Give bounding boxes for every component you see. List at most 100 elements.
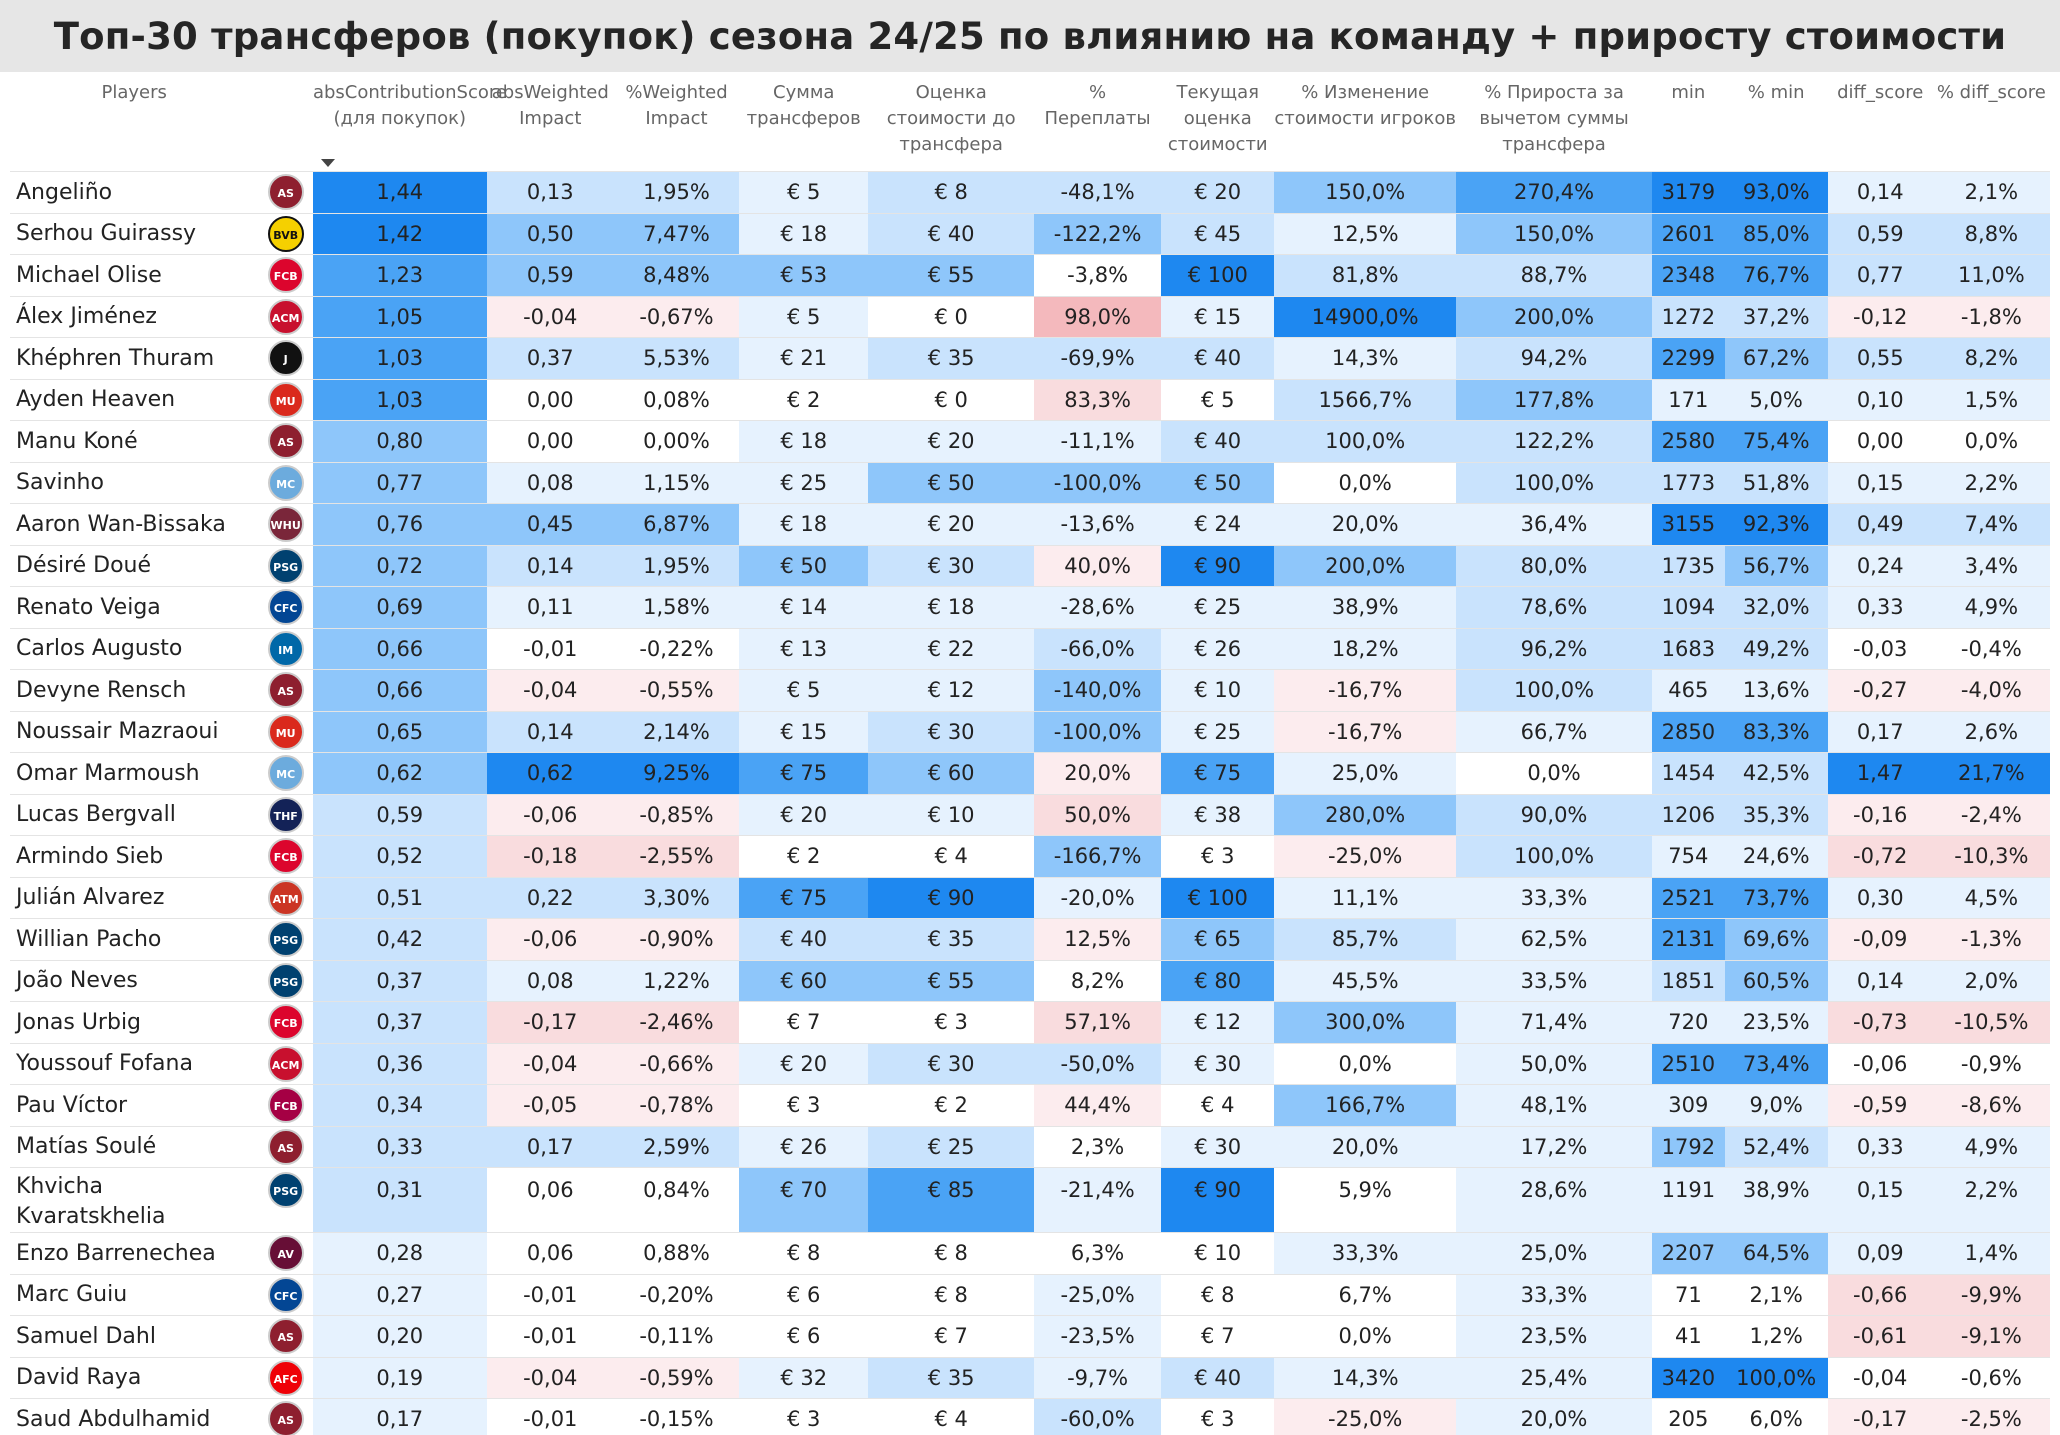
cell-10: 3155 xyxy=(1651,503,1725,545)
cell-11: 13,6% xyxy=(1724,669,1828,711)
cell-8: 150,0% xyxy=(1274,171,1457,213)
table-row[interactable]: Álex Jiménez ACM 1,05 -0,04 -0,67% € 5 € 0 98,0… xyxy=(10,295,2050,338)
column-header-13[interactable]: % diff_score xyxy=(1936,82,2046,103)
cell-12: -0,03 xyxy=(1827,627,1933,669)
column-header-club[interactable] xyxy=(258,76,313,171)
table-row[interactable]: Armindo Sieb FCB 0,52 -0,18 -2,55% € 2 € 4 -166… xyxy=(10,835,2050,877)
table-row[interactable]: Marc Guiu CFC 0,27 -0,01 -0,20% € 6 € 8 -25,0% €… xyxy=(10,1273,2050,1315)
cell-2: 0,06 xyxy=(486,1167,614,1232)
column-header-4[interactable]: Сумма трансферов xyxy=(746,82,861,129)
column-header-8[interactable]: % Изменение стоимости игроков xyxy=(1274,82,1456,129)
table-row[interactable]: Carlos Augusto IM 0,66 -0,01 -0,22% € 13 € 22-… xyxy=(10,627,2050,669)
table-row[interactable]: Ayden Heaven MU 1,03 0,00 0,08% € 2 € 0 83,3% € … xyxy=(10,378,2050,421)
club-logo-cell: ATM xyxy=(258,876,313,919)
table-row[interactable]: Julián Alvarez ATM 0,51 0,22 3,30% € 75 € 90 -2… xyxy=(10,876,2050,919)
column-header-players[interactable]: Players xyxy=(101,82,167,103)
cell-10: 171 xyxy=(1651,378,1725,420)
cell-5: € 60 xyxy=(868,752,1034,794)
cell-5: € 30 xyxy=(868,1042,1034,1084)
table-row[interactable]: Serhou Guirassy BVB 1,42 0,50 7,47% € 18 € 40-… xyxy=(10,212,2050,254)
column-header-6[interactable]: % Переплаты xyxy=(1044,82,1151,129)
table-row[interactable]: Youssouf Fofana ACM 0,36 -0,04 -0,66% € 20 € 3… xyxy=(10,1042,2050,1084)
cell-7: € 7 xyxy=(1161,1315,1275,1357)
table-row[interactable]: Désiré Doué PSG 0,72 0,14 1,95% € 50 € 30 40,0%… xyxy=(10,544,2050,586)
table-row[interactable]: Omar Marmoush MC 0,62 0,62 9,25% € 75 € 60 20,0… xyxy=(10,752,2050,794)
table-row[interactable]: Renato Veiga CFC 0,69 0,11 1,58% € 14 € 18 -28,… xyxy=(10,586,2050,628)
table-row[interactable]: Jonas Urbig FCB 0,37 -0,17 -2,46% € 7 € 3 57,1%… xyxy=(10,1001,2050,1043)
table-row[interactable]: Matías Soulé AS 0,33 0,17 2,59% € 26 € 25 2,3% €… xyxy=(10,1125,2050,1167)
cell-11: 85,0% xyxy=(1724,212,1828,254)
cell-8: 100,0% xyxy=(1274,420,1457,462)
cell-3: 7,47% xyxy=(613,212,740,254)
table-row[interactable]: Khvicha Kvaratskhelia PSG 0,31 0,06 0,84% € 7… xyxy=(10,1167,2050,1232)
table-row[interactable]: João Neves PSG 0,37 0,08 1,22% € 60 € 55 8,2% € … xyxy=(10,959,2050,1001)
table-row[interactable]: Willian Pacho PSG 0,42 -0,06 -0,90% € 40 € 35 1… xyxy=(10,918,2050,960)
player-name: Angeliño xyxy=(10,171,259,213)
cell-9: 94,2% xyxy=(1456,337,1652,379)
transfers-table-container[interactable]: Players absContributionScore (для покупок… xyxy=(10,76,2060,1435)
cell-10: 205 xyxy=(1651,1398,1725,1435)
cell-8: 166,7% xyxy=(1274,1084,1457,1126)
cell-12: 0,77 xyxy=(1827,254,1933,296)
player-name: Noussair Mazraoui xyxy=(10,710,259,753)
milan-icon: ACM xyxy=(267,1045,304,1082)
cell-2: 0,45 xyxy=(486,503,614,545)
cell-3: -0,11% xyxy=(613,1315,740,1357)
table-row[interactable]: David Raya AFC 0,19 -0,04 -0,59% € 32 € 35 -9,7… xyxy=(10,1356,2050,1398)
table-row[interactable]: Aaron Wan-Bissaka WHU 0,76 0,45 6,87% € 18 € 2… xyxy=(10,503,2050,545)
cell-10: 2207 xyxy=(1651,1232,1725,1274)
cell-6: -20,0% xyxy=(1033,876,1162,918)
column-header-12[interactable]: diff_score xyxy=(1837,82,1924,103)
cell-6: 98,0% xyxy=(1033,295,1162,337)
cell-10: 2521 xyxy=(1651,876,1725,918)
cell-5: € 25 xyxy=(868,1125,1034,1167)
table-row[interactable]: Enzo Barrenechea AV 0,28 0,06 0,88% € 8 € 8 6,3… xyxy=(10,1232,2050,1274)
column-header-5[interactable]: Оценка стоимости до трансфера xyxy=(886,82,1016,155)
table-row[interactable]: Michael Olise FCB 1,23 0,59 8,48% € 53 € 55 -3,… xyxy=(10,254,2050,296)
table-row[interactable]: Saud Abdulhamid AS 0,17 -0,01 -0,15% € 3 € 4 -6… xyxy=(10,1398,2050,1435)
cell-8: -16,7% xyxy=(1274,669,1457,711)
column-header-10[interactable]: min xyxy=(1671,82,1706,103)
cell-12: 1,47 xyxy=(1827,752,1933,794)
column-header-3[interactable]: %Weighted Impact xyxy=(625,82,728,129)
cell-1: 0,28 xyxy=(312,1232,487,1274)
cell-4: € 8 xyxy=(739,1232,869,1274)
cell-1: 0,62 xyxy=(312,752,487,794)
cell-6: -9,7% xyxy=(1033,1356,1162,1398)
player-name: Álex Jiménez xyxy=(10,295,259,338)
table-row[interactable]: Manu Koné AS 0,80 0,00 0,00% € 18 € 20 -11,1% € … xyxy=(10,420,2050,462)
column-header-7[interactable]: Текущая оценка стоимости xyxy=(1167,82,1268,155)
table-row[interactable]: Samuel Dahl AS 0,20 -0,01 -0,11% € 6 € 7 -23,5%… xyxy=(10,1315,2050,1357)
cell-13: 8,2% xyxy=(1932,337,2050,379)
table-row[interactable]: Savinho MC 0,77 0,08 1,15% € 25 € 50 -100,0% € 5… xyxy=(10,461,2050,504)
table-row[interactable]: Pau Víctor FCB 0,34 -0,05 -0,78% € 3 € 2 44,4% €… xyxy=(10,1084,2050,1126)
cell-7: € 5 xyxy=(1161,378,1275,420)
cell-11: 93,0% xyxy=(1724,171,1828,213)
table-row[interactable]: Lucas Bergvall THF 0,59 -0,06 -0,85% € 20 € 10… xyxy=(10,793,2050,835)
cell-6: -11,1% xyxy=(1033,420,1162,462)
juventus-icon: J xyxy=(267,340,304,377)
player-name: Enzo Barrenechea xyxy=(10,1232,259,1274)
cell-12: -0,73 xyxy=(1827,1001,1933,1043)
cell-4: € 20 xyxy=(739,1042,869,1084)
club-logo-cell: MC xyxy=(258,752,313,794)
table-row[interactable]: Angeliño AS 1,44 0,13 1,95% € 5 € 8 -48,1% € 20 1… xyxy=(10,171,2050,213)
table-row[interactable]: Devyne Rensch AS 0,66 -0,04 -0,55% € 5 € 12 -14… xyxy=(10,669,2050,711)
table-row[interactable]: Khéphren Thuram J 1,03 0,37 5,53% € 21 € 35 -69… xyxy=(10,337,2050,379)
player-name: Savinho xyxy=(10,461,259,504)
cell-7: € 26 xyxy=(1161,627,1275,669)
table-row[interactable]: Noussair Mazraoui MU 0,65 0,14 2,14% € 15 € 30… xyxy=(10,710,2050,753)
column-header-1[interactable]: absContributionScore (для покупок) xyxy=(313,76,507,171)
cell-8: 11,1% xyxy=(1274,876,1457,918)
club-logo-cell: FCB xyxy=(258,254,313,296)
column-header-11[interactable]: % min xyxy=(1747,82,1805,103)
column-header-2[interactable]: absWeighted Impact xyxy=(491,82,609,129)
column-header-9[interactable]: % Прироста за вычетом суммы трансфера xyxy=(1479,82,1629,155)
bvb-icon: BVB xyxy=(267,215,304,252)
cell-12: -0,17 xyxy=(1827,1398,1933,1435)
cell-8: 33,3% xyxy=(1274,1232,1457,1274)
cell-12: -0,66 xyxy=(1827,1273,1933,1315)
cell-13: -10,3% xyxy=(1932,835,2050,877)
player-name: Ayden Heaven xyxy=(10,378,259,421)
cell-4: € 18 xyxy=(739,503,869,545)
